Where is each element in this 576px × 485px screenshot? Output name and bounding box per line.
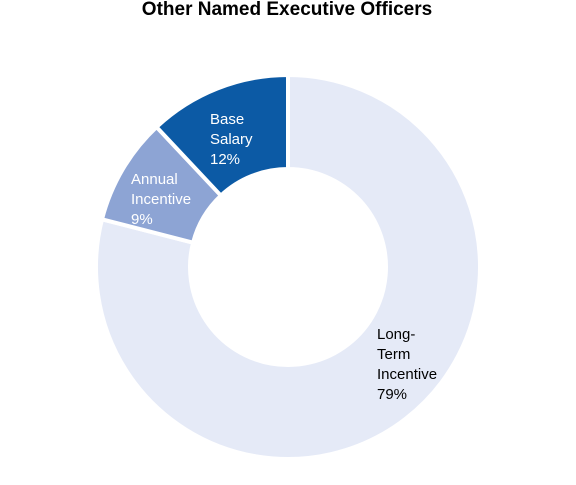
slice-label-0: Long- Term Incentive 79%	[377, 326, 437, 403]
labels-layer: Long- Term Incentive 79% Annual Incentive 9% Ba…	[131, 111, 437, 403]
slices-layer	[94, 73, 482, 461]
slice-label-1: Annual Incentive 9%	[131, 171, 191, 228]
slice-label-line: Incentive	[377, 366, 437, 383]
slice-label-line: Long-	[377, 326, 415, 343]
slice-label-line: Term	[377, 346, 410, 363]
slice-label-line: Annual	[131, 171, 178, 188]
slice-label-line: Incentive	[131, 191, 191, 208]
slice-label-line: Base	[210, 111, 244, 128]
slice-0	[94, 73, 482, 461]
slice-label-2: Base Salary 12%	[210, 111, 253, 168]
slice-label-line: 9%	[131, 211, 153, 228]
chart-title: Other Named Executive Officers	[142, 0, 432, 20]
slice-2	[154, 73, 290, 198]
slice-label-line: Salary	[210, 131, 253, 148]
slice-label-line: 12%	[210, 151, 240, 168]
slice-label-line: 79%	[377, 386, 407, 403]
